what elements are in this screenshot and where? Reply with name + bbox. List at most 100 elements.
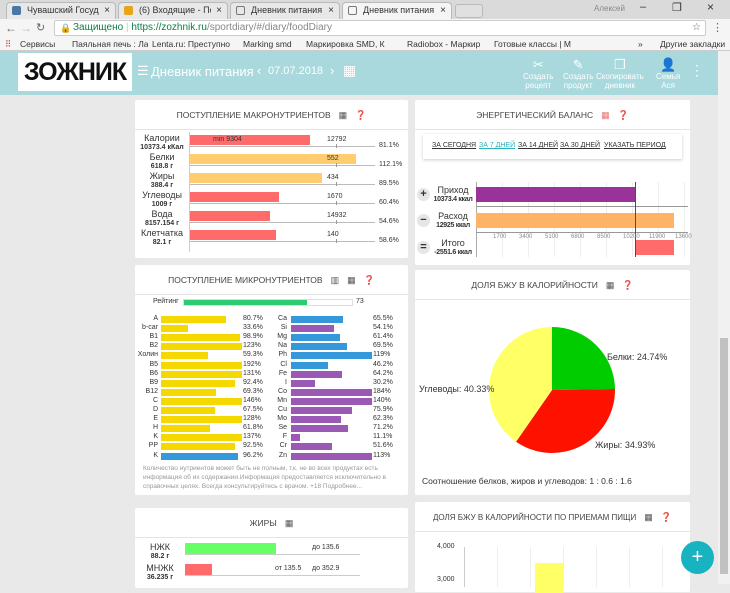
header-action-button[interactable]: ✂ Создать рецепт: [523, 58, 554, 91]
browser-tab-active[interactable]: Дневник питания за 07.0 ×: [342, 2, 452, 19]
calendar-icon[interactable]: ▦: [601, 110, 610, 120]
reload-icon[interactable]: ↻: [36, 22, 46, 34]
micronutrient-percent: 51.6%: [373, 442, 393, 450]
help-icon[interactable]: ❓: [622, 280, 634, 290]
x-tick: 11900: [649, 234, 666, 240]
macro-bar: [189, 230, 277, 240]
micronutrient-percent: 192%: [243, 360, 261, 368]
header-action-button[interactable]: ✎ Создать продукт: [563, 58, 593, 91]
target-tick: [336, 163, 337, 167]
micronutrient-percent: 113%: [373, 451, 391, 459]
pie-slice[interactable]: [552, 327, 615, 390]
micronutrient-label: Na: [278, 342, 287, 350]
bookmark[interactable]: Lenta.ru: Преступно: [152, 39, 230, 49]
scrollbar-thumb[interactable]: [720, 338, 728, 574]
calendar-icon[interactable]: ▦: [284, 518, 294, 528]
micronutrient-label: B9: [149, 378, 158, 386]
bookmark[interactable]: Сервисы: [20, 39, 56, 49]
tab-title: Дневник питания за 13.0: [251, 5, 323, 15]
help-icon[interactable]: ❓: [617, 110, 629, 120]
rating-fill: [184, 300, 307, 305]
bookmark[interactable]: Готовые классы | М: [494, 39, 571, 49]
micronutrient-percent: 65.5%: [373, 315, 393, 322]
period-today[interactable]: ЗА СЕГОДНЯ: [432, 142, 477, 149]
minimize-icon[interactable]: –: [640, 1, 647, 13]
header-action-button[interactable]: 👤 Семья Ася: [656, 58, 680, 91]
period-custom[interactable]: УКАЗАТЬ ПЕРИОД: [604, 142, 666, 149]
bookmark[interactable]: Паяльная печь : Ла: [72, 39, 148, 49]
url-input[interactable]: 🔒 Защищено | https://zozhnik.ru/sportdia…: [54, 20, 706, 36]
other-bookmarks[interactable]: Другие закладки: [660, 39, 726, 49]
macro-axis: [189, 203, 375, 204]
apps-icon[interactable]: ⠿: [5, 39, 12, 49]
period-14-days[interactable]: ЗА 14 ДНЕЙ: [518, 142, 559, 149]
micronutrient-bar: [291, 407, 352, 414]
calendar-icon[interactable]: ▦: [644, 512, 653, 522]
header-action-button[interactable]: ❐ Скопировать дневник: [596, 57, 644, 91]
period-7-days[interactable]: ЗА 7 ДНЕЙ: [479, 142, 516, 149]
micronutrient-bar: [161, 425, 211, 433]
close-icon[interactable]: ×: [104, 5, 110, 16]
meals-bju-card: ДОЛЯ БЖУ В КАЛОРИЙНОСТИ ПО ПРИЕМАМ ПИЩИ ▦…: [415, 502, 690, 593]
disclaimer-note: Количество нутриентов может быть не полн…: [143, 465, 386, 490]
calendar-icon[interactable]: ▦: [605, 280, 615, 290]
card-title: ЭНЕРГЕТИЧЕСКИЙ БАЛАНС ▦ ❓: [415, 100, 690, 130]
back-icon[interactable]: ←: [5, 21, 17, 35]
micronutrient-bar: [161, 379, 235, 387]
bookmark[interactable]: Marking smd: [243, 39, 292, 49]
macro-percent: 81.1%: [379, 142, 399, 149]
help-icon[interactable]: ❓: [363, 275, 375, 285]
x-tick: 13600: [675, 234, 692, 240]
micronutrient-label: Se: [278, 424, 287, 432]
star-icon[interactable]: ☆: [692, 22, 701, 33]
hamburger-icon[interactable]: ☰: [137, 63, 149, 78]
forward-icon[interactable]: →: [20, 21, 32, 35]
close-icon[interactable]: ×: [440, 5, 446, 16]
next-date-icon[interactable]: ›: [330, 63, 335, 78]
period-30-days[interactable]: ЗА 30 ДНЕЙ: [560, 142, 601, 149]
micronutrient-percent: 67.5%: [243, 406, 263, 413]
calendar-icon[interactable]: ▦: [343, 62, 357, 78]
more-bookmarks[interactable]: »: [638, 39, 643, 49]
new-tab-button[interactable]: [455, 4, 483, 18]
micronutrient-bar: [161, 443, 235, 451]
tab-title: (6) Входящие - Почта М: [139, 5, 211, 15]
table-icon[interactable]: ▥: [330, 275, 340, 285]
add-fab-button[interactable]: +: [681, 541, 714, 574]
close-icon[interactable]: ×: [328, 5, 334, 16]
micronutrient-bar: [291, 443, 333, 451]
profile-name[interactable]: Алексей: [594, 4, 625, 13]
micronutrient-bar: [161, 343, 242, 351]
action-label: Создать: [523, 72, 554, 81]
sign-icon: +: [417, 188, 430, 201]
browser-tab[interactable]: Чувашский Государстве ×: [6, 2, 116, 19]
pie-slice[interactable]: [489, 327, 552, 442]
micronutrient-bar: [161, 334, 241, 342]
browser-tab[interactable]: (6) Входящие - Почта М ×: [118, 2, 228, 19]
action-icon: ❐: [614, 57, 626, 72]
pie-label: Жиры: 34.93%: [595, 440, 655, 450]
fat-name: МНЖК: [146, 563, 174, 573]
logo[interactable]: ЗОЖНИК: [18, 53, 132, 91]
more-icon[interactable]: ⋮: [690, 62, 704, 78]
close-window-icon[interactable]: ×: [707, 0, 715, 14]
close-icon[interactable]: ×: [216, 5, 222, 16]
browser-tab[interactable]: Дневник питания за 13.0 ×: [230, 2, 340, 19]
menu-icon[interactable]: ⋮: [712, 22, 723, 34]
restore-icon[interactable]: ❐: [672, 2, 682, 14]
pie-slice[interactable]: [516, 388, 615, 453]
macro-axis: [189, 165, 375, 166]
calendar-icon[interactable]: ▦: [347, 275, 356, 285]
scrollbar[interactable]: [718, 51, 730, 584]
bookmark[interactable]: Radiobox - Маркир: [407, 39, 481, 49]
help-icon[interactable]: ❓: [355, 110, 367, 120]
help-icon[interactable]: ❓: [660, 512, 673, 522]
prev-date-icon[interactable]: ‹: [257, 63, 262, 78]
energy-label: Приход 10373.4 ккал: [431, 186, 475, 204]
micronutrient-label: Cr: [279, 442, 287, 450]
calendar-icon[interactable]: ▦: [338, 110, 348, 120]
micronutrient-label: Cu: [278, 406, 287, 413]
micronutrient-label: I: [285, 378, 287, 386]
bookmark[interactable]: Маркировка SMD, К: [306, 39, 385, 49]
current-date[interactable]: 07.07.2018: [268, 65, 324, 77]
